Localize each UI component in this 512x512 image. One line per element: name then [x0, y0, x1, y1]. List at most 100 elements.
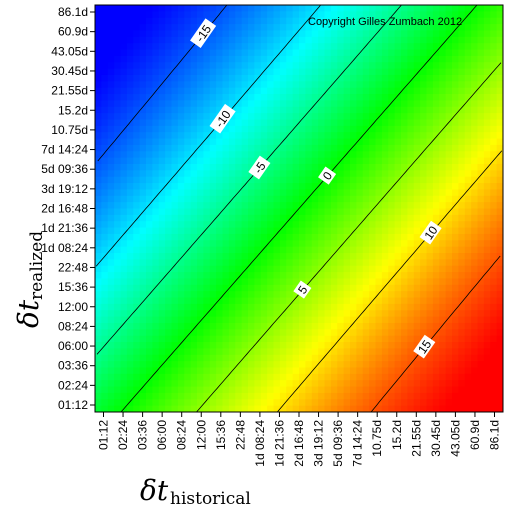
heatmap-cell	[248, 221, 255, 229]
heatmap-cell	[241, 392, 249, 400]
heatmap-cell	[356, 329, 364, 337]
heatmap-cell	[235, 195, 243, 203]
heatmap-cell	[222, 221, 230, 229]
heatmap-cell	[483, 233, 491, 241]
heatmap-cell	[490, 163, 498, 171]
heatmap-cell	[394, 329, 402, 337]
heatmap-cell	[318, 132, 326, 140]
heatmap-cell	[426, 189, 434, 197]
heatmap-cell	[471, 329, 479, 337]
heatmap-cell	[318, 36, 326, 44]
heatmap-cell	[216, 233, 224, 241]
heatmap-cell	[432, 138, 440, 146]
heatmap-cell	[95, 208, 102, 216]
heatmap-cell	[279, 100, 287, 108]
heatmap-cell	[222, 348, 230, 356]
heatmap-cell	[388, 74, 396, 82]
heatmap-cell	[375, 138, 383, 146]
heatmap-cell	[279, 240, 287, 248]
y-tick-label: 10.75d	[51, 123, 88, 137]
heatmap-cell	[432, 354, 440, 362]
heatmap-cell	[146, 380, 153, 388]
heatmap-cell	[458, 246, 466, 254]
heatmap-cell	[330, 259, 338, 267]
heatmap-cell	[260, 240, 268, 248]
heatmap-cell	[101, 151, 109, 159]
heatmap-cell	[209, 68, 217, 76]
heatmap-cell	[235, 189, 243, 197]
heatmap-cell	[165, 322, 173, 330]
heatmap-cell	[490, 259, 498, 267]
heatmap-cell	[318, 202, 326, 210]
heatmap-cell	[490, 176, 498, 184]
heatmap-cell	[496, 49, 503, 57]
heatmap-cell	[318, 265, 326, 273]
heatmap-cell	[241, 62, 249, 70]
heatmap-cell	[139, 227, 147, 235]
heatmap-cell	[146, 62, 153, 70]
heatmap-cell	[439, 17, 447, 25]
heatmap-cell	[101, 183, 109, 191]
heatmap-cell	[305, 5, 313, 12]
heatmap-cell	[114, 291, 122, 299]
heatmap-cell	[356, 195, 364, 203]
heatmap-cell	[305, 310, 313, 318]
heatmap-cell	[254, 373, 262, 381]
heatmap-cell	[107, 189, 115, 197]
heatmap-cell	[120, 30, 128, 38]
heatmap-cell	[152, 297, 160, 305]
heatmap-cell	[286, 227, 294, 235]
heatmap-cell	[458, 11, 466, 19]
heatmap-cell	[139, 94, 147, 101]
heatmap-cell	[190, 399, 198, 407]
heatmap-cell	[375, 278, 383, 286]
heatmap-cell	[248, 81, 255, 89]
heatmap-cell	[324, 278, 332, 286]
heatmap-cell	[477, 405, 485, 412]
heatmap-cell	[356, 227, 364, 235]
heatmap-cell	[305, 202, 313, 210]
heatmap-cell	[445, 354, 453, 362]
heatmap-cell	[267, 329, 275, 337]
heatmap-cell	[490, 170, 498, 178]
heatmap-cell	[324, 43, 332, 51]
heatmap-cell	[95, 278, 102, 286]
heatmap-cell	[477, 100, 485, 108]
x-tick-label: 22:48	[233, 420, 247, 450]
heatmap-cell	[126, 144, 134, 152]
heatmap-cell	[305, 94, 313, 101]
heatmap-cell	[401, 361, 408, 369]
heatmap-cell	[388, 253, 396, 260]
heatmap-cell	[190, 87, 198, 95]
heatmap-cell	[139, 36, 147, 44]
heatmap-cell	[133, 227, 141, 235]
heatmap-cell	[152, 214, 160, 222]
heatmap-cell	[114, 202, 122, 210]
heatmap-cell	[209, 335, 217, 343]
heatmap-cell	[350, 380, 357, 388]
heatmap-cell	[413, 278, 421, 286]
heatmap-cell	[350, 11, 357, 19]
heatmap-cell	[292, 94, 300, 101]
heatmap-cell	[267, 335, 275, 343]
heatmap-cell	[458, 310, 466, 318]
heatmap-cell	[420, 5, 428, 12]
heatmap-cell	[267, 157, 275, 165]
heatmap-cell	[350, 17, 357, 25]
heatmap-cell	[458, 68, 466, 76]
heatmap-cell	[120, 55, 128, 63]
heatmap-cell	[388, 125, 396, 133]
heatmap-cell	[337, 233, 345, 241]
heatmap-cell	[146, 170, 153, 178]
heatmap-cell	[107, 24, 115, 32]
heatmap-cell	[432, 373, 440, 381]
heatmap-cell	[197, 163, 204, 171]
heatmap-cell	[248, 151, 255, 159]
heatmap-cell	[330, 189, 338, 197]
heatmap-cell	[330, 297, 338, 305]
heatmap-cell	[107, 132, 115, 140]
heatmap-cell	[197, 62, 204, 70]
heatmap-cell	[375, 157, 383, 165]
heatmap-cell	[330, 361, 338, 369]
heatmap-cell	[420, 106, 428, 114]
